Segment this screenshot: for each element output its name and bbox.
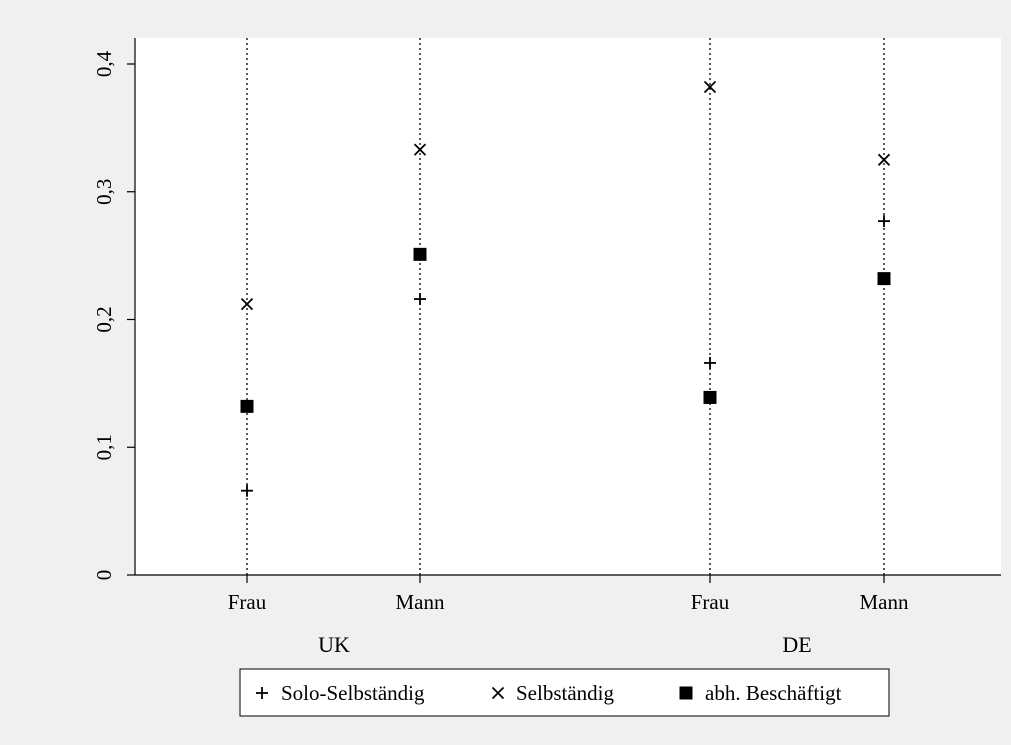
point-s0-c0 — [241, 484, 253, 497]
legend-label-0: Solo-Selbständig — [281, 681, 425, 705]
y-tick-label-1: 0,1 — [92, 434, 116, 460]
legend-marker-1 — [491, 686, 505, 700]
group-labels: UK DE — [318, 632, 812, 657]
point-s0-c3 — [878, 215, 890, 228]
legend-marker-0 — [256, 687, 268, 699]
legend-label-1: Selbständig — [516, 681, 614, 705]
point-s2-c1 — [413, 247, 427, 261]
data-markers — [240, 80, 891, 497]
y-tick-label-0: 0 — [92, 570, 116, 581]
point-s1-c2 — [703, 80, 717, 94]
point-s1-c1 — [413, 143, 427, 156]
point-s2-c2 — [703, 390, 717, 404]
legend-box — [239, 668, 890, 717]
y-tick-label-4: 0,4 — [92, 50, 116, 77]
x-tick-label-3: Mann — [860, 590, 909, 614]
group-label-1: DE — [782, 632, 811, 657]
y-tick-label-2: 0,2 — [92, 306, 116, 332]
group-label-0: UK — [318, 632, 350, 657]
y-axis-ticks: 0 0,1 0,2 0,3 0,4 — [92, 50, 135, 580]
point-s0-c1 — [414, 293, 426, 306]
x-axis-labels: Frau Mann Frau Mann — [228, 575, 909, 614]
point-s1-c0 — [240, 298, 254, 311]
x-tick-label-1: Mann — [396, 590, 445, 614]
point-s1-c3 — [877, 153, 891, 166]
legend: Solo-Selbständig Selbständig abh. Beschäft… — [239, 668, 890, 717]
point-s0-c2 — [704, 356, 716, 369]
legend-label-2: abh. Beschäftigt — [705, 681, 842, 705]
plot-area — [135, 38, 1001, 575]
x-tick-label-0: Frau — [228, 590, 267, 614]
legend-marker-2 — [679, 686, 693, 700]
point-s2-c0 — [240, 399, 254, 413]
y-tick-label-3: 0,3 — [92, 179, 116, 205]
x-tick-label-2: Frau — [691, 590, 730, 614]
point-s2-c3 — [877, 272, 891, 286]
